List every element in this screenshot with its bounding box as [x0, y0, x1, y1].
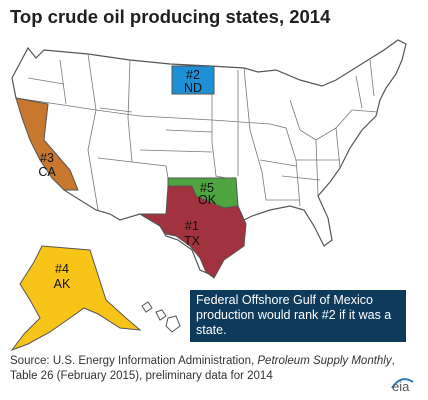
source-suffix: , Table 26 (February 2015), preliminary …	[10, 355, 395, 382]
state-ak	[10, 245, 142, 352]
state-nd	[171, 65, 215, 95]
label-tx-state: TX	[184, 234, 201, 248]
label-ok-state: OK	[198, 193, 217, 207]
gulf-callout: Federal Offshore Gulf of Mexico producti…	[190, 290, 406, 342]
map-title: Top crude oil producing states, 2014	[10, 6, 331, 27]
label-ok-rank: #5	[200, 181, 214, 195]
label-tx-rank: #1	[185, 219, 199, 233]
source-publication: Petroleum Supply Monthly	[257, 355, 392, 367]
us-outline	[11, 39, 407, 277]
eia-logo: eia	[392, 379, 410, 394]
source-note: Source: U.S. Energy Information Administ…	[10, 354, 410, 384]
label-ca-state: CA	[38, 165, 56, 179]
label-ak-rank: #4	[55, 262, 69, 276]
eia-logo-icon	[391, 378, 414, 389]
state-hi	[141, 301, 181, 333]
label-ak-state: AK	[54, 277, 71, 291]
source-prefix: Source: U.S. Energy Information Administ…	[10, 355, 258, 367]
state-tx	[138, 185, 247, 279]
state-borders	[15, 53, 379, 211]
label-nd-rank: #2	[186, 68, 200, 82]
label-nd-state: ND	[184, 81, 202, 95]
state-ca	[15, 97, 79, 191]
label-ca-rank: #3	[40, 151, 54, 165]
